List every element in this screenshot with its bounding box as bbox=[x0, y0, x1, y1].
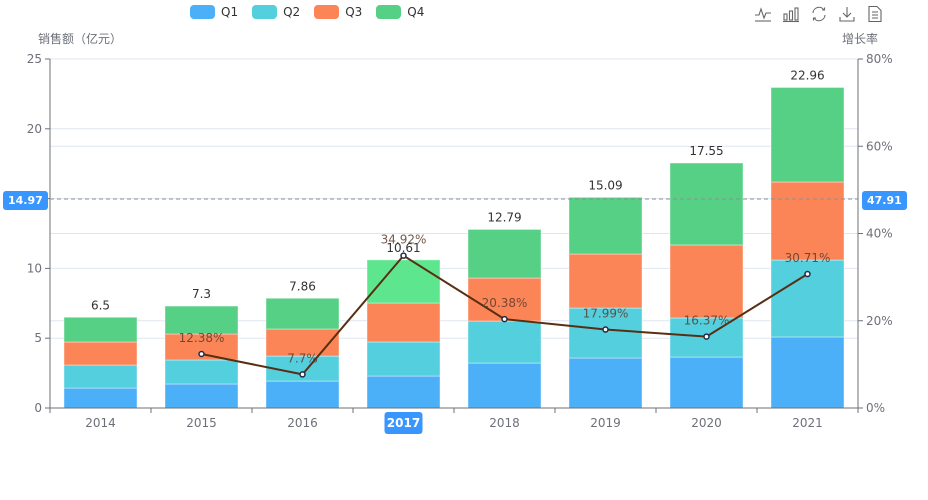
bar-q4-2020 bbox=[669, 162, 744, 246]
growth-label-2017: 34.92% bbox=[381, 233, 427, 247]
bar-q4-2015 bbox=[164, 305, 239, 335]
y-tick-label-right: 40% bbox=[866, 227, 893, 241]
y-tick-label-left: 25 bbox=[27, 52, 42, 66]
bar-q4-2018 bbox=[467, 228, 542, 279]
bar-q2-2015 bbox=[164, 359, 239, 385]
x-tick-label: 2015 bbox=[186, 416, 217, 430]
total-label-2015: 7.3 bbox=[192, 287, 211, 301]
bar-q1-2014 bbox=[63, 387, 138, 409]
bar-q1-2016 bbox=[265, 380, 340, 409]
y-tick-label-right: 60% bbox=[866, 139, 893, 153]
legend-item-q3[interactable]: Q3 bbox=[314, 5, 362, 19]
total-label-2018: 12.79 bbox=[487, 210, 521, 224]
legend-swatch bbox=[314, 5, 340, 19]
growth-point-2020 bbox=[703, 333, 710, 340]
bar-q2-2018 bbox=[467, 320, 542, 364]
y-axis-right-title: 增长率 bbox=[842, 32, 879, 46]
bar-q1-2015 bbox=[164, 383, 239, 409]
axis-pointer-left-label: 14.97 bbox=[3, 191, 48, 210]
growth-point-2021 bbox=[804, 270, 811, 278]
y-tick-label-left: 20 bbox=[27, 122, 42, 136]
legend-item-q4[interactable]: Q4 bbox=[376, 5, 424, 19]
growth-label-2018: 20.38% bbox=[482, 296, 528, 310]
legend-label: Q2 bbox=[283, 5, 301, 19]
bar-q3-2014 bbox=[63, 341, 138, 366]
bar-q1-2019 bbox=[568, 357, 643, 409]
line-chart-icon[interactable] bbox=[754, 5, 772, 23]
bar-q3-2020 bbox=[669, 244, 744, 319]
legend-label: Q3 bbox=[345, 5, 363, 19]
bar-q3-2021 bbox=[770, 181, 845, 261]
growth-label-2016: 7.7% bbox=[287, 351, 318, 365]
legend-item-q1[interactable]: Q1 bbox=[190, 5, 238, 19]
download-icon[interactable] bbox=[838, 5, 856, 23]
bar-q2-2019 bbox=[568, 307, 643, 359]
bar-q4-2014 bbox=[63, 316, 138, 343]
restore-icon[interactable] bbox=[810, 5, 828, 23]
y-tick-label-right: 0% bbox=[866, 401, 885, 415]
growth-point-2017 bbox=[400, 252, 407, 259]
x-tick-label: 2019 bbox=[590, 416, 621, 430]
bar-q2-2014 bbox=[63, 364, 138, 389]
axis-pointer-right-label: 47.91 bbox=[862, 191, 907, 210]
y-tick-label-right: 20% bbox=[866, 314, 893, 328]
legend-item-q2[interactable]: Q2 bbox=[252, 5, 300, 19]
bar-q1-2018 bbox=[467, 362, 542, 409]
bar-q1-2020 bbox=[669, 356, 744, 409]
x-tick-label: 2021 bbox=[792, 416, 823, 430]
growth-point-2019 bbox=[602, 326, 609, 333]
legend-swatch bbox=[190, 5, 215, 19]
legend-label: Q4 bbox=[407, 5, 425, 19]
growth-point-2016 bbox=[299, 371, 306, 378]
bar-q3-2016 bbox=[265, 328, 340, 357]
legend-label: Q1 bbox=[221, 5, 239, 19]
growth-label-2020: 16.37% bbox=[684, 314, 730, 328]
bar-q4-2016 bbox=[265, 297, 340, 330]
bar-q2-2017 bbox=[366, 341, 441, 377]
growth-label-2019: 17.99% bbox=[583, 307, 629, 321]
growth-label-2015: 12.38% bbox=[179, 331, 225, 345]
growth-label-2021: 30.71% bbox=[785, 251, 831, 265]
y-axis-left-title: 销售额（亿元） bbox=[38, 32, 123, 46]
total-label-2014: 6.5 bbox=[91, 298, 110, 312]
growth-point-2015 bbox=[198, 350, 205, 358]
bar-q3-2019 bbox=[568, 253, 643, 309]
bar-q4-2017 bbox=[366, 259, 441, 304]
bar-chart-icon[interactable] bbox=[782, 5, 800, 23]
bar-q4-2021 bbox=[770, 86, 845, 183]
x-tick-label: 2020 bbox=[691, 416, 722, 430]
total-label-2016: 7.86 bbox=[289, 279, 316, 293]
axis-pointer-x-label-bg bbox=[384, 412, 423, 434]
y-tick-label-left: 0 bbox=[34, 401, 42, 415]
y-tick-label-right: 80% bbox=[866, 52, 893, 66]
y-tick-label-left: 5 bbox=[34, 331, 42, 345]
total-label-2020: 17.55 bbox=[689, 144, 723, 158]
x-tick-label: 2016 bbox=[287, 416, 318, 430]
bar-q1-2021 bbox=[770, 336, 845, 409]
x-tick-label: 2014 bbox=[85, 416, 116, 430]
total-label-2019: 15.09 bbox=[588, 178, 622, 192]
x-tick-label: 2018 bbox=[489, 416, 520, 430]
legend-swatch bbox=[252, 5, 278, 19]
legend: Q1 Q2 Q3 Q4 bbox=[190, 5, 424, 19]
total-label-2021: 22.96 bbox=[790, 68, 824, 82]
data-view-icon[interactable] bbox=[866, 5, 884, 23]
axis-pointer-x-label: 2017 bbox=[387, 416, 420, 430]
y-tick-label-left: 10 bbox=[27, 261, 42, 275]
growth-point-2018 bbox=[501, 315, 508, 323]
bar-q3-2017 bbox=[366, 302, 441, 343]
total-label-2017: 10.61 bbox=[386, 241, 420, 255]
bar-q1-2017 bbox=[366, 375, 441, 409]
toolbox bbox=[754, 5, 884, 23]
bar-q4-2019 bbox=[568, 196, 643, 255]
legend-swatch bbox=[376, 5, 402, 19]
bar-q3-2018 bbox=[467, 277, 542, 322]
